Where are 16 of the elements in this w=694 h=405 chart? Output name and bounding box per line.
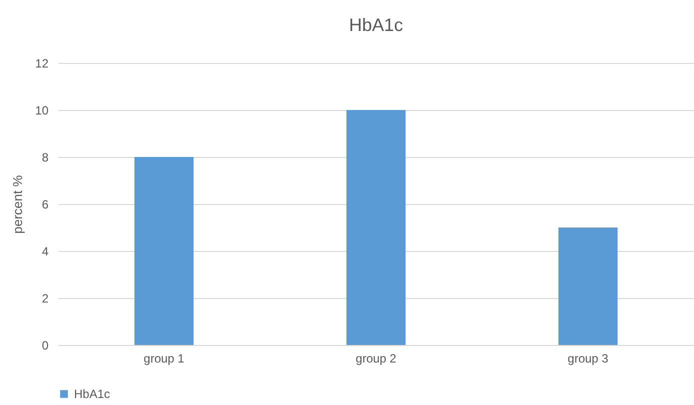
y-tick-label: 4 — [42, 244, 49, 258]
y-tick-label: 0 — [42, 338, 49, 352]
x-tick-label: group 2 — [356, 352, 397, 366]
y-axis-title: percent % — [10, 174, 26, 234]
bar — [134, 157, 194, 345]
y-tick-label: 12 — [35, 56, 49, 70]
bar — [346, 110, 406, 345]
chart-title: HbA1c — [348, 15, 404, 35]
y-tick-label: 8 — [42, 150, 49, 164]
x-tick-label: group 3 — [568, 352, 609, 366]
y-tick-label: 2 — [42, 292, 49, 306]
y-tick-label: 6 — [42, 198, 49, 212]
bar — [558, 228, 618, 345]
legend-label: HbA1c — [74, 387, 110, 401]
x-tick-label: group 1 — [144, 352, 185, 366]
y-tick-label: 10 — [35, 104, 49, 118]
